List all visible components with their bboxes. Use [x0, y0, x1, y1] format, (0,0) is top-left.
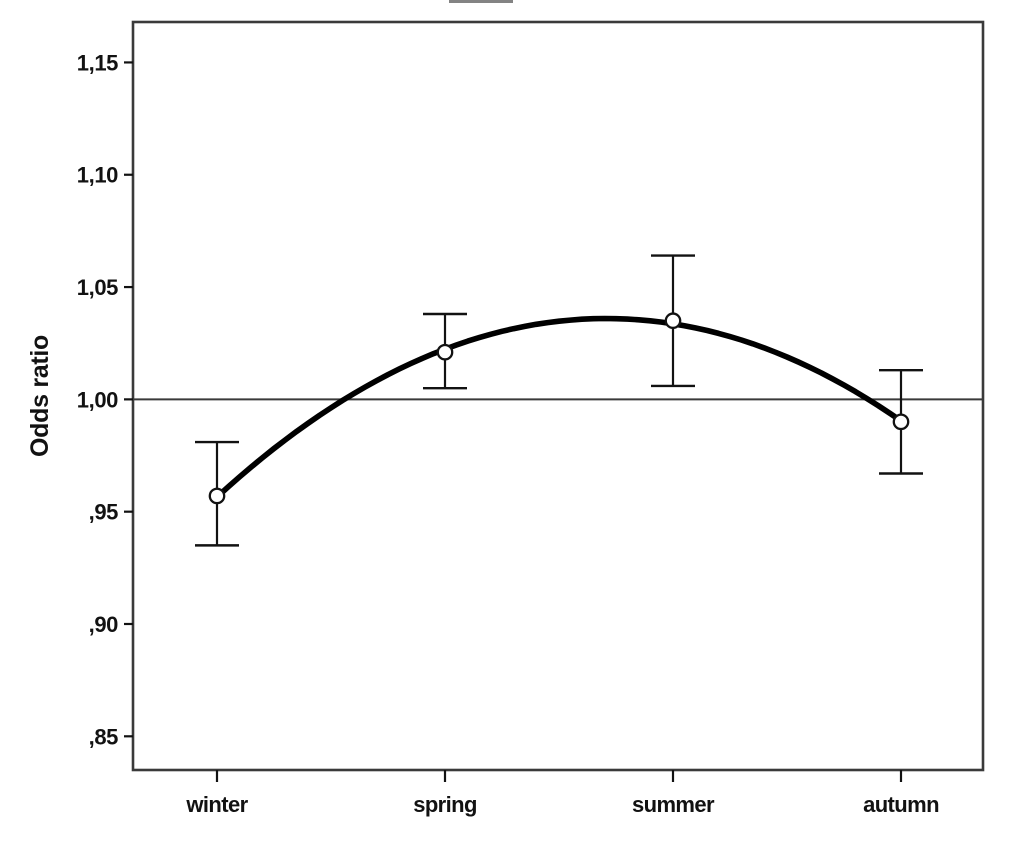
y-tick-label: ,90 [89, 612, 119, 637]
x-category-label-spring: spring [413, 792, 477, 817]
fit-curve [214, 315, 904, 500]
fit-curve-layer [214, 315, 904, 500]
y-tick-label: 1,00 [77, 387, 118, 412]
y-tick-label: ,95 [89, 500, 119, 525]
x-category-label-autumn: autumn [863, 792, 939, 817]
x-category-label-summer: summer [632, 792, 715, 817]
y-tick-label: ,85 [89, 724, 119, 749]
data-point-marker-summer [664, 312, 682, 330]
x-axis: winter spring summer autumn [185, 770, 940, 817]
y-tick-label: 1,15 [77, 50, 118, 75]
data-point-marker-winter [208, 487, 226, 505]
data-point-marker-spring [436, 343, 454, 361]
y-axis-title: Odds ratio [26, 335, 54, 457]
y-axis: ,85 ,90 ,95 1,00 1,05 1,10 1,15 [77, 50, 133, 749]
data-point-marker-autumn [892, 413, 910, 431]
data-points-layer [195, 254, 923, 547]
y-tick-label: 1,05 [77, 275, 118, 300]
x-category-label-winter: winter [185, 792, 248, 817]
plot-frame [131, 20, 985, 772]
y-tick-label: 1,10 [77, 163, 118, 188]
cropped-text-artifact [449, 0, 513, 3]
